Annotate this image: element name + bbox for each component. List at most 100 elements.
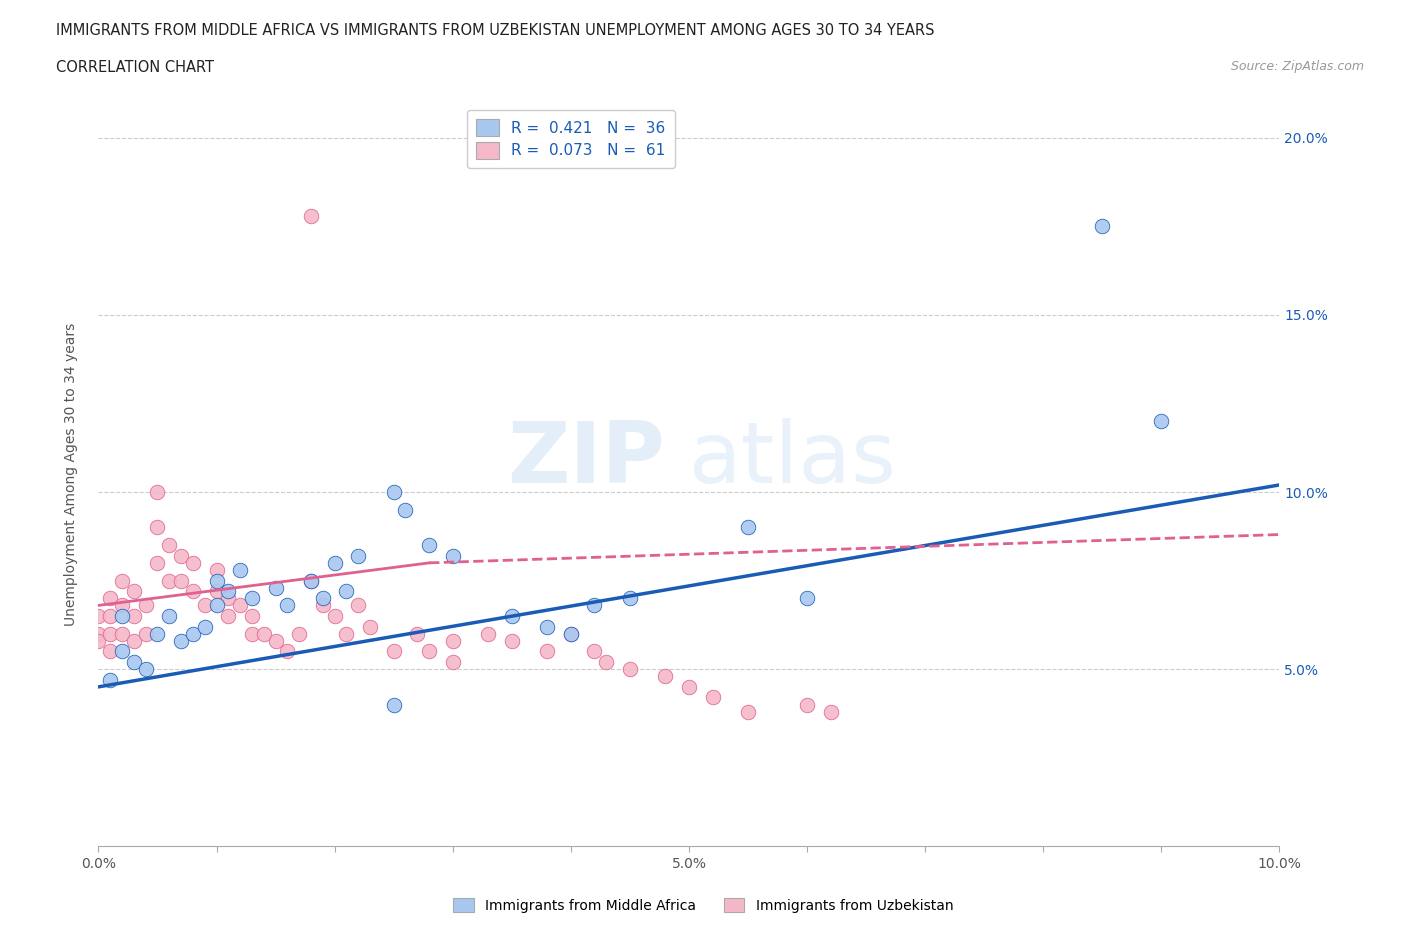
Point (87, 608, 110, 623)
Point (194, 598, 217, 613)
Point (87, 633, 110, 648)
Point (205, 563, 228, 578)
Point (299, 573, 322, 588)
Point (820, 704, 842, 719)
Point (418, 538, 440, 552)
Y-axis label: Unemployment Among Ages 30 to 34 years: Unemployment Among Ages 30 to 34 years (63, 323, 77, 626)
Legend: Immigrants from Middle Africa, Immigrants from Uzbekistan: Immigrants from Middle Africa, Immigrant… (447, 893, 959, 919)
Point (205, 598, 228, 613)
Text: Source: ZipAtlas.com: Source: ZipAtlas.com (1230, 60, 1364, 73)
Point (98, 608, 121, 623)
Point (595, 655, 617, 670)
Point (146, 520, 169, 535)
Point (170, 549, 193, 564)
Point (181, 626, 204, 641)
Point (477, 626, 499, 641)
Point (98, 591, 121, 605)
Point (536, 644, 558, 658)
Point (288, 626, 311, 641)
Point (501, 633, 523, 648)
Point (501, 608, 523, 623)
Point (157, 573, 180, 588)
Point (122, 608, 145, 623)
Point (135, 626, 157, 641)
Point (441, 655, 464, 670)
Point (170, 633, 193, 648)
Point (382, 644, 405, 658)
Point (146, 626, 169, 641)
Point (98, 644, 121, 658)
Point (217, 591, 239, 605)
Point (111, 608, 134, 623)
Point (146, 555, 169, 570)
Point (312, 591, 335, 605)
Point (122, 655, 145, 670)
Point (240, 608, 263, 623)
Point (98, 672, 121, 687)
Point (702, 690, 724, 705)
Point (205, 573, 228, 588)
Point (276, 598, 298, 613)
Point (394, 502, 416, 517)
Point (441, 633, 464, 648)
Point (335, 626, 357, 641)
Point (418, 644, 440, 658)
Point (796, 591, 818, 605)
Point (678, 680, 700, 695)
Point (170, 573, 193, 588)
Point (264, 633, 287, 648)
Point (654, 669, 676, 684)
Point (194, 619, 217, 634)
Point (323, 608, 346, 623)
Point (737, 704, 759, 719)
Point (406, 626, 429, 641)
Point (98, 626, 121, 641)
Point (181, 584, 204, 599)
Point (619, 662, 641, 677)
Legend: R =  0.421   N =  36, R =  0.073   N =  61: R = 0.421 N = 36, R = 0.073 N = 61 (467, 110, 675, 167)
Point (111, 598, 134, 613)
Point (217, 608, 239, 623)
Point (229, 598, 252, 613)
Point (135, 662, 157, 677)
Point (111, 644, 134, 658)
Point (441, 549, 464, 564)
Point (583, 644, 606, 658)
Point (347, 549, 370, 564)
Point (229, 563, 252, 578)
Point (146, 485, 169, 499)
Point (619, 591, 641, 605)
Point (299, 208, 322, 223)
Point (323, 555, 346, 570)
Point (111, 573, 134, 588)
Point (240, 591, 263, 605)
Point (122, 633, 145, 648)
Point (205, 584, 228, 599)
Point (135, 598, 157, 613)
Point (359, 619, 381, 634)
Point (240, 626, 263, 641)
Point (583, 598, 606, 613)
Point (560, 626, 582, 641)
Text: ZIP: ZIP (508, 418, 665, 501)
Point (560, 626, 582, 641)
Text: atlas: atlas (689, 418, 897, 501)
Point (87, 626, 110, 641)
Point (1091, 219, 1114, 233)
Point (157, 538, 180, 552)
Point (382, 485, 405, 499)
Text: IMMIGRANTS FROM MIDDLE AFRICA VS IMMIGRANTS FROM UZBEKISTAN UNEMPLOYMENT AMONG A: IMMIGRANTS FROM MIDDLE AFRICA VS IMMIGRA… (56, 23, 935, 38)
Point (253, 626, 276, 641)
Point (335, 584, 357, 599)
Point (382, 698, 405, 712)
Point (737, 520, 759, 535)
Point (536, 619, 558, 634)
Point (276, 644, 298, 658)
Point (264, 580, 287, 595)
Point (299, 573, 322, 588)
Point (181, 555, 204, 570)
Point (1150, 414, 1173, 429)
Point (122, 584, 145, 599)
Text: CORRELATION CHART: CORRELATION CHART (56, 60, 214, 75)
Point (347, 598, 370, 613)
